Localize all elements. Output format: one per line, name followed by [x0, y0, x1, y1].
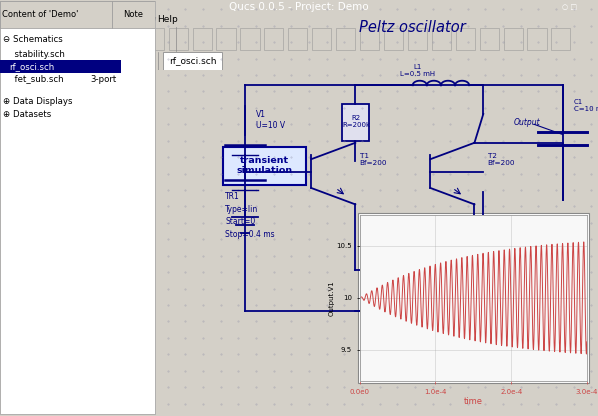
FancyBboxPatch shape — [342, 104, 368, 141]
FancyBboxPatch shape — [49, 28, 68, 50]
FancyBboxPatch shape — [384, 28, 403, 50]
FancyBboxPatch shape — [408, 28, 427, 50]
Text: Simulation: Simulation — [103, 15, 151, 25]
FancyBboxPatch shape — [25, 28, 44, 50]
FancyBboxPatch shape — [480, 28, 499, 50]
FancyBboxPatch shape — [336, 28, 355, 50]
FancyBboxPatch shape — [169, 28, 188, 50]
Text: Peltz oscillator: Peltz oscillator — [359, 20, 466, 35]
Text: Project: Project — [75, 15, 106, 25]
Y-axis label: Output.V1: Output.V1 — [329, 280, 335, 316]
Text: ○ □: ○ □ — [562, 4, 577, 10]
Text: stability.sch: stability.sch — [10, 50, 65, 59]
Text: 3-port: 3-port — [90, 74, 116, 84]
Text: ⊖ Schematics: ⊖ Schematics — [3, 35, 63, 45]
Text: Content of 'Demo': Content of 'Demo' — [2, 10, 78, 19]
FancyBboxPatch shape — [0, 1, 155, 414]
Text: R1
R=50 kOhm: R1 R=50 kOhm — [400, 300, 443, 313]
FancyBboxPatch shape — [240, 28, 260, 50]
FancyBboxPatch shape — [97, 28, 116, 50]
FancyBboxPatch shape — [456, 28, 475, 50]
FancyBboxPatch shape — [358, 213, 589, 383]
FancyBboxPatch shape — [0, 60, 121, 73]
FancyBboxPatch shape — [527, 28, 547, 50]
Text: L1
L=0.5 mH: L1 L=0.5 mH — [399, 64, 435, 77]
FancyBboxPatch shape — [432, 28, 451, 50]
Text: V1
U=10 V: V1 U=10 V — [256, 111, 285, 130]
FancyBboxPatch shape — [112, 1, 155, 28]
Text: rf_osci.sch: rf_osci.sch — [10, 62, 54, 71]
FancyBboxPatch shape — [404, 287, 431, 326]
Text: C1
C=10 nF: C1 C=10 nF — [573, 99, 598, 112]
FancyBboxPatch shape — [288, 28, 307, 50]
Text: rf_osci.sch: rf_osci.sch — [169, 56, 216, 65]
Text: ⊕ Datasets: ⊕ Datasets — [3, 110, 51, 119]
Text: Content: Content — [51, 56, 87, 65]
FancyBboxPatch shape — [121, 28, 140, 50]
Text: fet_sub.sch: fet_sub.sch — [10, 74, 64, 84]
Text: Qucs 0.0.5 - Project: Demo: Qucs 0.0.5 - Project: Demo — [229, 2, 369, 12]
FancyBboxPatch shape — [312, 28, 331, 50]
Text: File: File — [6, 15, 22, 25]
FancyBboxPatch shape — [2, 53, 45, 69]
FancyBboxPatch shape — [264, 28, 283, 50]
FancyBboxPatch shape — [1, 28, 20, 50]
FancyBboxPatch shape — [163, 52, 222, 70]
FancyBboxPatch shape — [216, 28, 236, 50]
Text: Note: Note — [123, 10, 144, 19]
Text: T1
Bf=200: T1 Bf=200 — [360, 153, 388, 166]
Text: Help: Help — [157, 15, 178, 25]
FancyBboxPatch shape — [504, 28, 523, 50]
Text: Insert: Insert — [50, 15, 75, 25]
FancyBboxPatch shape — [224, 147, 306, 186]
FancyBboxPatch shape — [93, 53, 152, 69]
FancyBboxPatch shape — [193, 28, 212, 50]
FancyBboxPatch shape — [551, 28, 570, 50]
Text: R2
R=200k: R2 R=200k — [342, 115, 370, 128]
Text: Edit: Edit — [28, 15, 45, 25]
FancyBboxPatch shape — [145, 28, 164, 50]
FancyBboxPatch shape — [47, 53, 91, 69]
FancyBboxPatch shape — [0, 1, 112, 28]
X-axis label: time: time — [464, 397, 483, 406]
Text: Projects: Projects — [6, 56, 41, 65]
Text: Components: Components — [94, 56, 151, 65]
Text: T2
Bf=200: T2 Bf=200 — [488, 153, 515, 166]
Text: TR1
Type=lin
Start=0
Stop=0.4 ms: TR1 Type=lin Start=0 Stop=0.4 ms — [225, 192, 275, 238]
Text: transient
simulation: transient simulation — [237, 156, 293, 175]
Text: Output: Output — [514, 118, 541, 127]
Text: ⊕ Data Displays: ⊕ Data Displays — [3, 97, 72, 106]
FancyBboxPatch shape — [73, 28, 92, 50]
Text: View: View — [136, 15, 158, 25]
FancyBboxPatch shape — [360, 28, 379, 50]
